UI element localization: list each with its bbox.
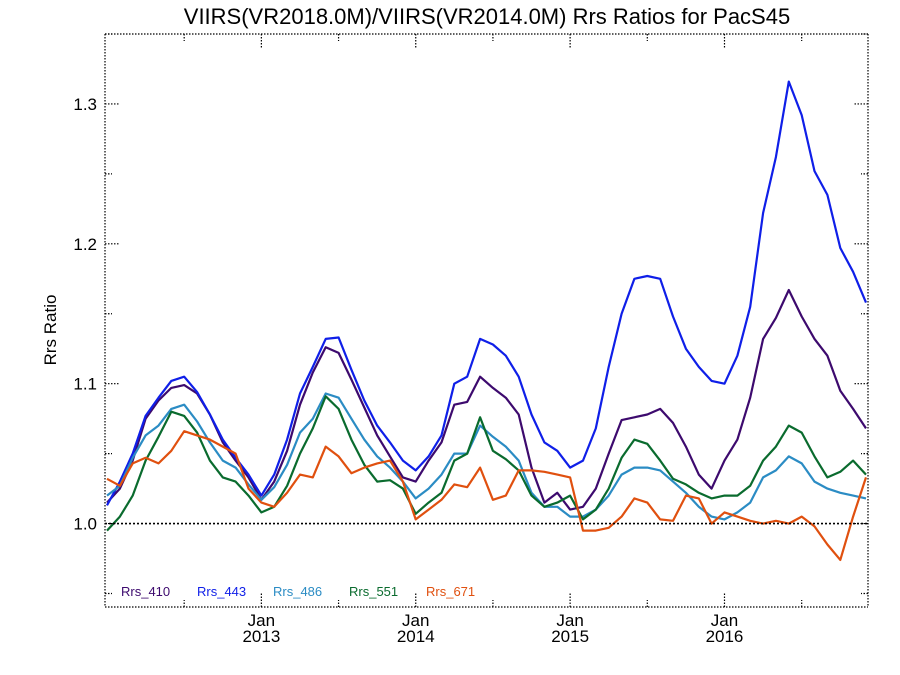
- y-axis-label: Rrs Ratio: [41, 295, 60, 366]
- legend-entry-rrs-671: Rrs_671: [426, 584, 475, 599]
- series-line-rrs-551: [106, 395, 867, 532]
- y-tick-label: 1.0: [73, 515, 97, 534]
- x-tick-label-month: Jan: [556, 611, 583, 630]
- series-line-rrs-410: [106, 288, 867, 511]
- x-tick-label-year: 2014: [397, 627, 435, 646]
- x-tick-label-year: 2015: [551, 627, 589, 646]
- x-tick-label-year: 2013: [242, 627, 280, 646]
- series-line-rrs-486: [106, 392, 867, 521]
- x-tick-label-month: Jan: [248, 611, 275, 630]
- y-tick-label: 1.3: [73, 95, 97, 114]
- legend: Rrs_410 Rrs_443 Rrs_486 Rrs_551 Rrs_671: [121, 584, 475, 599]
- series-line-rrs-671: [106, 430, 868, 562]
- chart-title: VIIRS(VR2018.0M)/VIIRS(VR2014.0M) Rrs Ra…: [184, 4, 790, 29]
- series-line-rrs-443: [106, 80, 868, 506]
- legend-entry-rrs-551: Rrs_551: [349, 584, 398, 599]
- x-tick-label-month: Jan: [711, 611, 738, 630]
- x-tick-label-month: Jan: [402, 611, 429, 630]
- y-tick-label: 1.1: [73, 375, 97, 394]
- y-tick-label: 1.2: [73, 235, 97, 254]
- legend-entry-rrs-486: Rrs_486: [273, 584, 322, 599]
- legend-entry-rrs-443: Rrs_443: [197, 584, 246, 599]
- x-tick-label-year: 2016: [706, 627, 744, 646]
- legend-entry-rrs-410: Rrs_410: [121, 584, 170, 599]
- series-layer: [106, 80, 868, 562]
